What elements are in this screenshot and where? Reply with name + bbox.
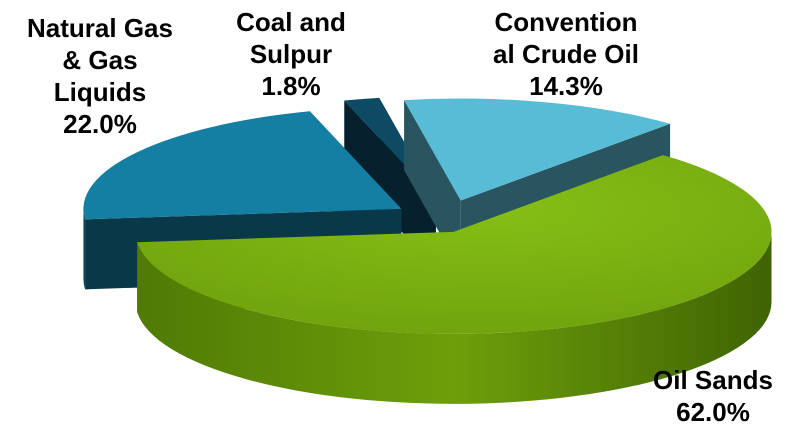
slice-oil-sands [137, 155, 772, 404]
label-conventional-crude-oil: Convention al Crude Oil 14.3% [493, 7, 639, 101]
label-coal-and-sulpur: Coal and Sulpur 1.8% [236, 7, 346, 101]
label-oil-sands: Oil Sands 62.0% [653, 365, 773, 427]
slice-side-wall [404, 100, 461, 271]
label-natural-gas: Natural Gas & Gas Liquids 22.0% [27, 13, 173, 139]
slice-top-face [404, 98, 671, 201]
slice-top-face [83, 111, 402, 220]
slice-outer-wall [137, 230, 772, 404]
slice-top-face [137, 155, 772, 334]
slice-outer-wall [83, 207, 86, 290]
